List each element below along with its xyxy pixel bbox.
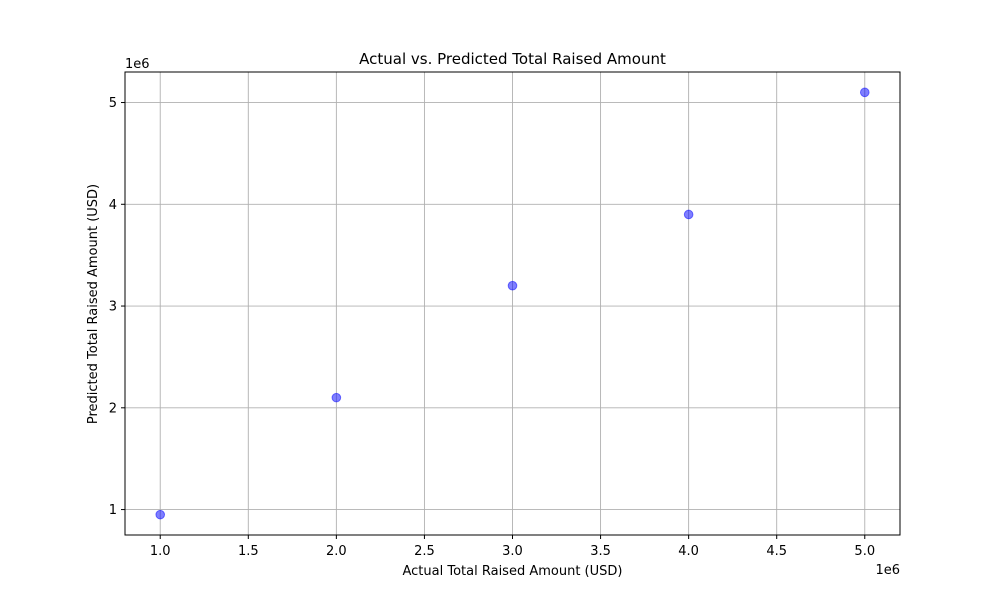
x-tick-label: 2.0 [326, 544, 347, 559]
scatter-point [683, 209, 694, 220]
x-axis-label: Actual Total Raised Amount (USD) [403, 564, 623, 579]
y-tick-label: 1 [109, 503, 117, 518]
x-tick-label: 1.0 [150, 544, 171, 559]
y-axis-label: Predicted Total Raised Amount (USD) [86, 184, 101, 424]
x-tick-label: 4.0 [678, 544, 699, 559]
x-tick-label: 3.0 [502, 544, 523, 559]
y-tick-label: 2 [109, 401, 117, 416]
y-tick-label: 5 [109, 96, 117, 111]
x-tick-label: 5.0 [854, 544, 875, 559]
scatter-point [859, 87, 870, 98]
scatter-point [155, 509, 166, 520]
x-tick-label: 1.5 [238, 544, 259, 559]
x-tick-label: 2.5 [414, 544, 435, 559]
y-axis-offset-label: 1e6 [125, 57, 150, 72]
data-points [155, 87, 870, 520]
grid-lines [125, 72, 900, 535]
scatter-point [507, 280, 518, 291]
x-axis-offset-label: 1e6 [875, 563, 900, 578]
axis-ticks: 1.0 1.5 2.0 2.5 3.0 3.5 4.0 4.5 5.0 1 2 3 4 5 [109, 96, 875, 559]
x-tick-label: 3.5 [590, 544, 611, 559]
x-tick-label: 4.5 [766, 544, 787, 559]
chart-title: Actual vs. Predicted Total Raised Amount [359, 50, 666, 68]
y-tick-label: 4 [109, 198, 117, 213]
scatter-point [331, 392, 342, 403]
y-tick-label: 3 [109, 300, 117, 315]
